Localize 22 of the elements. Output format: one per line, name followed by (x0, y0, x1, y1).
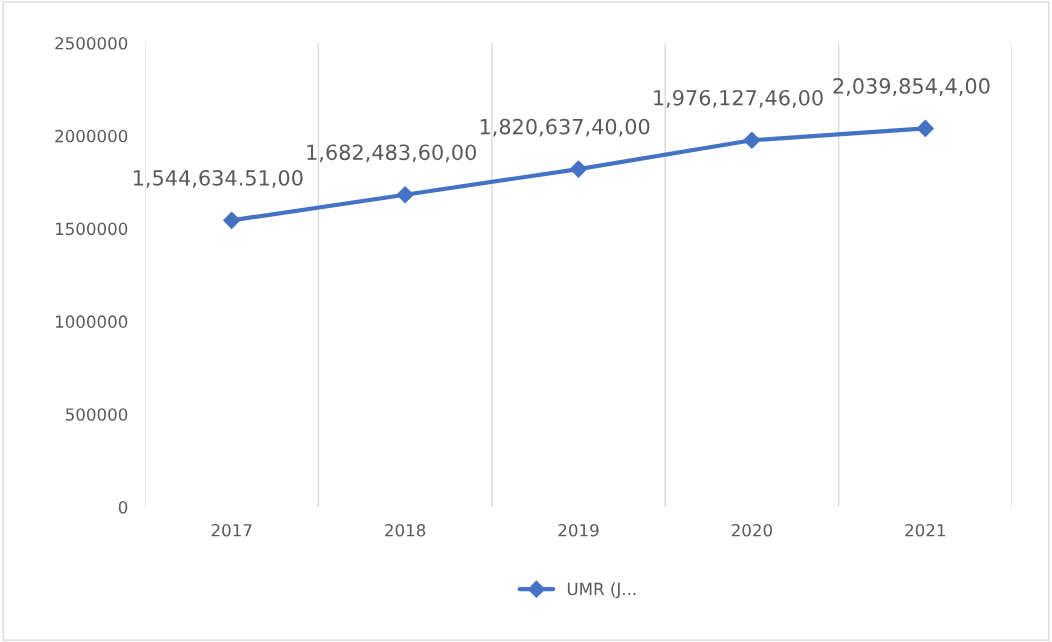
x-tick-label: 2020 (731, 523, 772, 537)
data-label: 1,976,127,46,00 (654, 89, 823, 108)
x-tick-label: 2017 (211, 523, 252, 537)
data-label: 2,039,854,4,00 (833, 78, 990, 96)
y-tick-label: 500000 (65, 408, 128, 421)
point (223, 211, 241, 229)
data-label: 1,820,637,40,00 (480, 118, 650, 137)
x-tick-label: 2021 (905, 523, 945, 537)
point (569, 160, 588, 178)
y-tick-label: 2000000 (55, 129, 128, 143)
point (916, 119, 934, 137)
data-label: 1,544,634.51,00 (133, 169, 303, 188)
y-tick-label: 1000000 (55, 315, 128, 328)
x-tick-label: 2018 (385, 523, 426, 537)
y-tick-label: 2500000 (55, 36, 128, 50)
data-label: 1,682,483,60,00 (307, 144, 476, 163)
x-tick-label: 2019 (558, 523, 599, 537)
legend-label: UMR (J... (567, 582, 636, 599)
y-tick-label: 1500000 (55, 222, 128, 236)
y-tick-label: 0 (118, 500, 128, 514)
point (743, 131, 761, 149)
point (396, 186, 414, 204)
